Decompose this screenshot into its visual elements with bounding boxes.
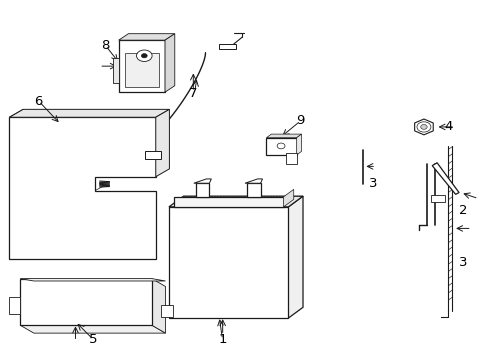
Polygon shape [9, 109, 169, 117]
Text: 8: 8 [101, 39, 109, 52]
Polygon shape [113, 58, 119, 83]
Polygon shape [285, 153, 296, 164]
Polygon shape [218, 44, 235, 49]
Polygon shape [164, 34, 174, 92]
Text: 3: 3 [458, 256, 467, 269]
Text: 1: 1 [218, 333, 226, 346]
Text: 3: 3 [368, 177, 377, 190]
Polygon shape [20, 325, 165, 333]
Circle shape [136, 50, 152, 62]
Circle shape [277, 143, 285, 149]
Bar [168, 207, 288, 318]
Polygon shape [288, 196, 303, 318]
Circle shape [416, 122, 430, 132]
Text: 4: 4 [444, 120, 452, 133]
Text: 5: 5 [89, 333, 98, 346]
Text: 6: 6 [35, 95, 43, 108]
Bar [22, 280, 150, 324]
Polygon shape [119, 34, 174, 40]
Text: 9: 9 [296, 114, 304, 127]
Polygon shape [283, 189, 293, 207]
Polygon shape [145, 151, 160, 159]
Bar [9, 297, 20, 314]
Polygon shape [296, 134, 301, 155]
Polygon shape [152, 279, 165, 333]
Circle shape [420, 125, 427, 129]
Polygon shape [20, 279, 165, 281]
Text: 7: 7 [189, 87, 197, 100]
Polygon shape [9, 109, 23, 259]
Bar [20, 279, 152, 325]
Polygon shape [431, 163, 458, 194]
Polygon shape [9, 117, 156, 259]
Text: 2: 2 [458, 204, 467, 217]
Polygon shape [414, 119, 432, 135]
Bar [160, 305, 172, 317]
Bar [173, 197, 283, 207]
Bar [195, 183, 209, 197]
Bar [246, 183, 260, 197]
Polygon shape [244, 179, 262, 183]
Polygon shape [266, 138, 296, 155]
Polygon shape [266, 134, 301, 138]
Polygon shape [193, 179, 211, 183]
Circle shape [141, 54, 147, 58]
Bar [430, 195, 444, 202]
Polygon shape [119, 40, 164, 92]
Polygon shape [168, 196, 303, 207]
Polygon shape [156, 109, 169, 177]
Bar [124, 53, 159, 87]
